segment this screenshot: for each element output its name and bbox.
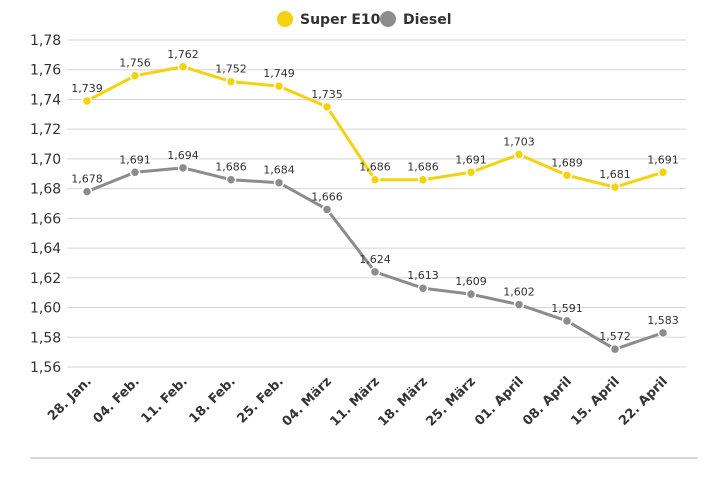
super-e10-data-label: 1,686 bbox=[407, 161, 439, 174]
y-tick-label: 1,76 bbox=[30, 63, 61, 79]
x-tick-label: 18. März bbox=[375, 374, 430, 429]
super-e10-data-label: 1,739 bbox=[71, 82, 103, 95]
diesel-data-label: 1,613 bbox=[407, 269, 439, 282]
diesel-point bbox=[129, 167, 141, 178]
super-e10-point bbox=[225, 76, 237, 87]
x-axis: 28. Jan.04. Feb.11. Feb.18. Feb.25. Feb.… bbox=[45, 374, 671, 429]
diesel-point bbox=[321, 204, 333, 215]
x-tick-label: 04. Feb. bbox=[91, 374, 143, 426]
super-e10-point bbox=[273, 80, 285, 92]
y-tick-label: 1,62 bbox=[30, 271, 61, 287]
legend-label-diesel: Diesel bbox=[403, 12, 452, 28]
super-e10-data-label: 1,686 bbox=[359, 161, 391, 174]
super-e10-point bbox=[369, 174, 381, 185]
diesel-point bbox=[609, 343, 621, 355]
super-e10-data-label: 1,691 bbox=[455, 153, 487, 166]
x-tick-label: 08. April bbox=[520, 374, 575, 429]
y-tick-label: 1,74 bbox=[30, 92, 61, 108]
super-e10-data-label: 1,691 bbox=[647, 153, 679, 166]
diesel-point bbox=[369, 266, 381, 278]
super-e10-data-label: 1,752 bbox=[215, 63, 247, 76]
diesel-point bbox=[273, 177, 285, 188]
legend-label-super-e10: Super E10 bbox=[300, 12, 381, 28]
series-group: 1,739 1,756 1,762 1,752 1,749 1,735 1,686 1,686… bbox=[71, 48, 679, 355]
grid-lines bbox=[67, 39, 686, 368]
super-e10-data-label: 1,749 bbox=[263, 67, 295, 80]
super-e10-point bbox=[465, 167, 477, 178]
diesel-data-label: 1,678 bbox=[71, 173, 103, 186]
y-tick-label: 1,60 bbox=[30, 301, 61, 317]
super-e10-point bbox=[561, 170, 573, 181]
diesel-point bbox=[657, 327, 669, 339]
super-e10-point bbox=[81, 95, 93, 107]
diesel-data-label: 1,609 bbox=[455, 275, 487, 288]
diesel-data-label: 1,666 bbox=[311, 190, 343, 203]
y-tick-label: 1,68 bbox=[30, 182, 61, 198]
diesel-point bbox=[417, 282, 429, 294]
legend: Super E10 Diesel bbox=[277, 11, 452, 28]
y-axis: 1,56 1,58 1,60 1,62 1,64 1,66 1,68 1,70 1,72 1,74… bbox=[30, 33, 61, 376]
x-tick-label: 28. Jan. bbox=[45, 374, 95, 424]
super-e10-point bbox=[657, 167, 669, 178]
legend-marker-super-e10 bbox=[277, 11, 293, 27]
super-e10-data-label: 1,756 bbox=[119, 57, 151, 70]
x-tick-label: 25. März bbox=[423, 374, 478, 429]
diesel-data-label: 1,591 bbox=[551, 302, 583, 315]
super-e10-data-label: 1,703 bbox=[503, 135, 535, 148]
x-tick-label: 01. April bbox=[472, 374, 527, 429]
y-tick-label: 1,58 bbox=[30, 330, 61, 346]
y-tick-label: 1,66 bbox=[30, 211, 61, 227]
x-tick-label: 04. März bbox=[279, 374, 334, 429]
super-e10-data-label: 1,689 bbox=[551, 156, 583, 169]
x-tick-label: 18. Feb. bbox=[187, 374, 239, 426]
diesel-point bbox=[561, 315, 573, 327]
diesel-data-label: 1,572 bbox=[599, 330, 631, 343]
diesel-data-label: 1,691 bbox=[119, 153, 151, 166]
super-e10-point bbox=[417, 174, 429, 185]
super-e10-data-label: 1,762 bbox=[167, 48, 199, 61]
y-tick-label: 1,56 bbox=[30, 360, 61, 376]
diesel-point bbox=[225, 174, 237, 185]
x-tick-label: 15. April bbox=[568, 374, 623, 429]
x-tick-label: 11. März bbox=[327, 374, 382, 429]
y-tick-label: 1,70 bbox=[30, 152, 61, 168]
super-e10-point bbox=[129, 70, 141, 81]
x-tick-label: 11. Feb. bbox=[139, 374, 191, 426]
super-e10-point bbox=[609, 181, 621, 193]
diesel-data-label: 1,583 bbox=[647, 314, 679, 327]
diesel-data-label: 1,686 bbox=[215, 161, 247, 174]
diesel-data-label: 1,694 bbox=[167, 149, 199, 162]
diesel-point bbox=[177, 162, 189, 174]
legend-marker-diesel bbox=[380, 11, 396, 27]
diesel-data-label: 1,684 bbox=[263, 164, 295, 177]
super-e10-data-label: 1,735 bbox=[311, 88, 343, 101]
y-tick-label: 1,72 bbox=[30, 122, 61, 138]
diesel-point bbox=[465, 288, 477, 300]
x-tick-label: 22. April bbox=[616, 374, 671, 429]
super-e10-point bbox=[177, 61, 189, 73]
super-e10-data-label: 1,681 bbox=[599, 168, 631, 181]
diesel-point bbox=[81, 186, 93, 197]
diesel-data-label: 1,624 bbox=[359, 253, 391, 266]
super-e10-point bbox=[513, 149, 525, 160]
y-tick-label: 1,78 bbox=[30, 33, 61, 49]
diesel-point bbox=[513, 299, 525, 310]
super-e10-point bbox=[321, 101, 333, 113]
diesel-data-label: 1,602 bbox=[503, 286, 535, 299]
y-tick-label: 1,64 bbox=[30, 241, 61, 257]
